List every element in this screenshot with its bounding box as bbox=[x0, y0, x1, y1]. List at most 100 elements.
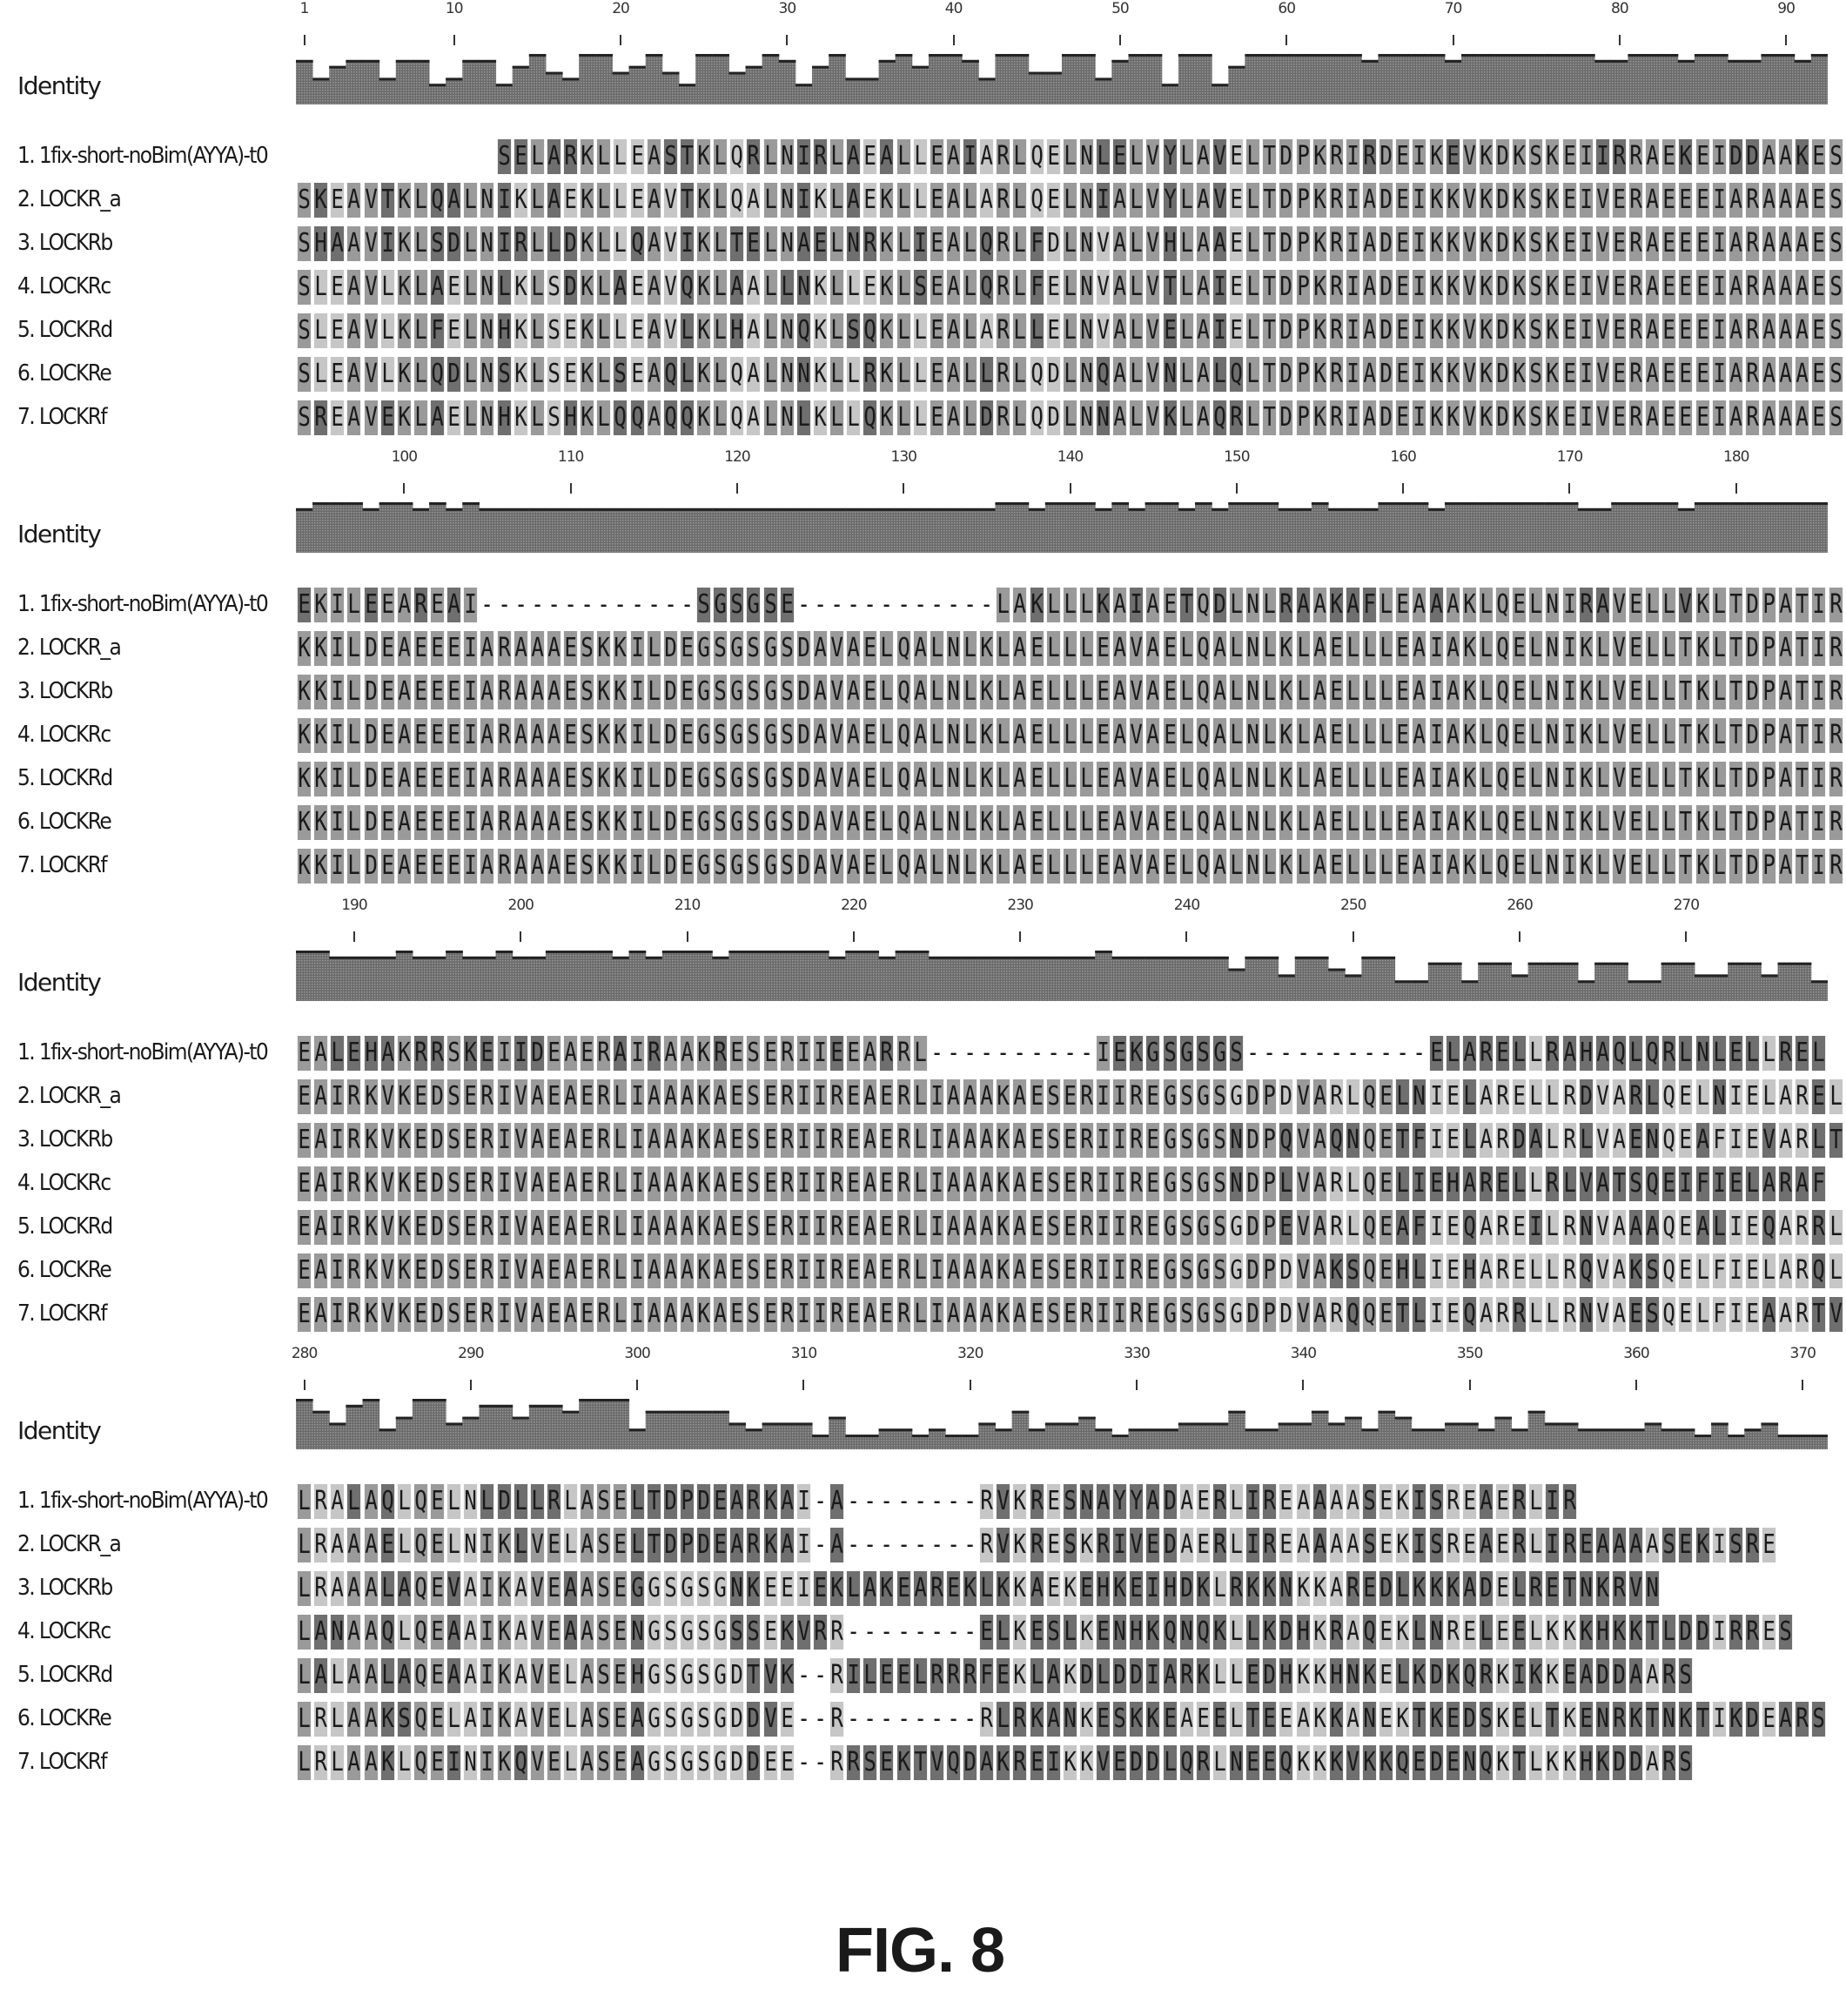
residue: E bbox=[680, 675, 695, 709]
ruler-tick-label: 120 bbox=[724, 448, 750, 466]
identity-column bbox=[1011, 956, 1030, 1001]
identity-column-top bbox=[1444, 1422, 1462, 1426]
residue: V bbox=[1595, 1297, 1609, 1332]
residue: A bbox=[680, 1166, 695, 1201]
identity-column-top bbox=[495, 84, 514, 87]
residue: K bbox=[1579, 849, 1593, 884]
residue: L bbox=[1079, 762, 1094, 796]
identity-column-top bbox=[595, 951, 613, 953]
residue: K bbox=[1546, 1745, 1560, 1780]
residue: K bbox=[1628, 1615, 1643, 1650]
residue: L bbox=[380, 1658, 394, 1693]
identity-column bbox=[595, 54, 613, 104]
residue: I bbox=[1712, 139, 1726, 174]
identity-column-top bbox=[1011, 1410, 1030, 1414]
residue: N bbox=[1546, 675, 1560, 709]
residue: K bbox=[1546, 226, 1560, 261]
residue: K bbox=[1462, 849, 1476, 884]
identity-column bbox=[1444, 502, 1462, 553]
residue: - bbox=[581, 589, 594, 620]
residue: K bbox=[314, 805, 328, 840]
ruler-tick bbox=[303, 35, 305, 45]
residue: A bbox=[1612, 1123, 1627, 1158]
residue: L bbox=[913, 183, 927, 218]
identity-column bbox=[812, 65, 829, 104]
identity-column-top bbox=[1028, 71, 1046, 75]
residue: I bbox=[1562, 718, 1576, 753]
residue: N bbox=[1246, 805, 1260, 840]
residue: K bbox=[1513, 400, 1527, 435]
residue: I bbox=[464, 631, 478, 666]
residue: K bbox=[880, 313, 894, 348]
residue: D bbox=[1495, 183, 1510, 218]
residue: R bbox=[1329, 1210, 1343, 1245]
residue: L bbox=[1063, 1615, 1077, 1650]
residue: K bbox=[1312, 1658, 1326, 1693]
residue: - bbox=[1396, 1038, 1410, 1068]
residue: L bbox=[714, 183, 728, 218]
residue: D bbox=[430, 1079, 445, 1114]
sequence-label: 1. 1fix-short-noBim(AYYA)-t0 bbox=[17, 143, 269, 169]
residue: A bbox=[581, 1571, 594, 1606]
identity-column bbox=[728, 71, 747, 104]
residue: A bbox=[747, 313, 761, 348]
residue: K bbox=[1695, 762, 1709, 796]
identity-column-top bbox=[945, 507, 963, 511]
residue: K bbox=[1329, 1253, 1343, 1288]
residue: E bbox=[1163, 805, 1177, 840]
residue: L bbox=[1246, 226, 1260, 261]
residue: K bbox=[880, 226, 894, 261]
residue: A bbox=[1796, 357, 1809, 392]
identity-column bbox=[1145, 956, 1163, 1001]
residue: K bbox=[1013, 1484, 1027, 1519]
residue: L bbox=[331, 1036, 345, 1071]
residue: I bbox=[1729, 1297, 1742, 1332]
ruler-tick bbox=[802, 1380, 805, 1390]
identity-column-top bbox=[1694, 974, 1712, 978]
residue: - bbox=[863, 589, 877, 620]
identity-column-top bbox=[412, 1399, 430, 1401]
residue: E bbox=[630, 183, 644, 218]
residue: A bbox=[464, 1658, 478, 1693]
residue: L bbox=[297, 1658, 312, 1693]
residue: E bbox=[680, 762, 695, 796]
residue: A bbox=[581, 1615, 594, 1650]
residue: L bbox=[380, 270, 394, 305]
identity-column-top bbox=[1494, 502, 1512, 505]
residue: Q bbox=[730, 357, 744, 392]
residue: T bbox=[1729, 675, 1742, 709]
residue: Q bbox=[1030, 139, 1044, 174]
identity-column bbox=[628, 951, 647, 1001]
residue: V bbox=[530, 1745, 544, 1780]
residue: T bbox=[647, 1484, 661, 1519]
residue: L bbox=[1346, 762, 1360, 796]
identity-column-top bbox=[829, 1416, 846, 1420]
residue: G bbox=[1229, 1079, 1244, 1114]
residue: E bbox=[297, 1210, 312, 1245]
residue: D bbox=[1379, 270, 1393, 305]
residue: I bbox=[1579, 226, 1593, 261]
residue: L bbox=[829, 357, 844, 392]
residue: K bbox=[997, 1745, 1010, 1780]
residue: A bbox=[1646, 139, 1660, 174]
residue: A bbox=[1413, 675, 1426, 709]
residue: R bbox=[497, 805, 511, 840]
residue: A bbox=[1762, 1166, 1776, 1201]
residue: E bbox=[1679, 313, 1693, 348]
identity-column-top bbox=[1611, 502, 1628, 505]
residue: L bbox=[796, 400, 810, 435]
residue: A bbox=[530, 1079, 544, 1114]
residue: T bbox=[1796, 631, 1809, 666]
residue: K bbox=[1679, 139, 1693, 174]
residue: L bbox=[1179, 762, 1193, 796]
identity-column bbox=[1578, 507, 1595, 553]
residue: K bbox=[614, 805, 628, 840]
residue: S bbox=[1212, 1079, 1227, 1114]
sequence-label: 3. LOCKRb bbox=[17, 678, 113, 704]
residue: I bbox=[1812, 849, 1826, 884]
identity-column bbox=[778, 1422, 796, 1449]
identity-column bbox=[1245, 502, 1263, 553]
identity-column-top bbox=[429, 1399, 446, 1401]
residue: A bbox=[1796, 270, 1809, 305]
residue: I bbox=[1346, 357, 1360, 392]
